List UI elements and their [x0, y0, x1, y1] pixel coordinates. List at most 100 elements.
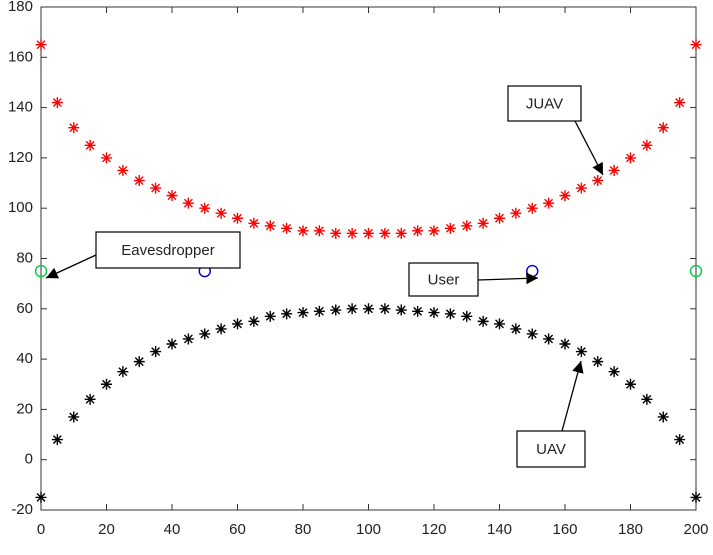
point: [297, 307, 309, 319]
point: [395, 227, 407, 239]
point: [133, 356, 145, 368]
annotation-box: [95, 231, 241, 269]
point: [526, 202, 538, 214]
point: [461, 220, 473, 232]
y-tick-label: 160: [8, 48, 33, 65]
point: [592, 175, 604, 187]
point: [641, 139, 653, 151]
point: [689, 264, 703, 278]
point: [182, 333, 194, 345]
point: [559, 190, 571, 202]
point: [264, 220, 276, 232]
y-tick-label: 60: [16, 300, 33, 317]
point: [592, 356, 604, 368]
point: [412, 225, 424, 237]
point: [150, 182, 162, 194]
point: [526, 328, 538, 340]
annotation-arrow: [477, 272, 539, 285]
point: [84, 393, 96, 405]
point: [101, 152, 112, 164]
x-tick-label: 200: [683, 521, 708, 538]
point: [150, 346, 162, 358]
point: [182, 197, 194, 209]
point: [674, 434, 686, 446]
y-tick-label: 120: [8, 149, 33, 166]
point: [117, 164, 129, 176]
x-tick-label: 20: [98, 521, 115, 538]
point: [248, 315, 260, 327]
point: [428, 225, 440, 237]
point: [625, 152, 636, 164]
point: [199, 202, 211, 214]
point: [330, 304, 342, 316]
x-tick-label: 100: [356, 521, 381, 538]
point: [559, 338, 571, 350]
x-tick-label: 120: [421, 521, 446, 538]
point: [444, 308, 456, 320]
point: [608, 164, 620, 176]
y-tick-label: 140: [8, 99, 33, 116]
point: [690, 39, 702, 51]
point: [494, 212, 505, 224]
point: [690, 491, 702, 503]
point: [101, 378, 112, 390]
point: [232, 318, 243, 330]
point: [199, 328, 211, 340]
point: [281, 222, 293, 234]
annotation-text: Eavesdropper: [121, 242, 214, 259]
point: [35, 491, 47, 503]
x-tick-label: 40: [164, 521, 181, 538]
y-tick-label: 180: [8, 0, 33, 15]
point: [608, 366, 620, 378]
x-tick-label: 160: [552, 521, 577, 538]
y-tick-label: 0: [25, 451, 33, 468]
point: [461, 310, 473, 322]
point: [297, 225, 309, 237]
point: [68, 411, 80, 423]
point: [674, 97, 686, 109]
point: [51, 97, 63, 109]
point: [117, 366, 129, 378]
annotation-text: JUAV: [526, 95, 563, 112]
point: [363, 227, 374, 239]
annotation-arrow: [561, 360, 584, 432]
point: [133, 175, 145, 187]
point: [412, 305, 424, 317]
point: [68, 122, 80, 134]
point: [657, 122, 669, 134]
point: [543, 197, 555, 209]
annotation-text: User: [428, 271, 460, 288]
point: [346, 303, 358, 315]
annotation-box: [516, 430, 586, 468]
x-tick-label: 60: [229, 521, 246, 538]
y-tick-label: 20: [16, 400, 33, 417]
point: [543, 333, 555, 345]
y-tick-label: -20: [11, 501, 33, 518]
point: [313, 305, 325, 317]
point: [330, 227, 342, 239]
annotation-arrow: [45, 254, 97, 279]
point: [657, 411, 669, 423]
point: [248, 217, 260, 229]
x-tick-label: 80: [295, 521, 312, 538]
point: [428, 307, 440, 319]
annotation-arrow: [574, 120, 604, 176]
annotation-box: [408, 262, 479, 297]
point: [395, 304, 407, 316]
point: [477, 217, 489, 229]
x-tick-label: 180: [618, 521, 643, 538]
point: [346, 227, 358, 239]
point: [166, 338, 178, 350]
point: [51, 434, 63, 446]
point: [281, 308, 293, 320]
point: [264, 310, 276, 322]
point: [510, 207, 522, 219]
point: [510, 323, 522, 335]
annotation-box: [507, 85, 582, 122]
point: [232, 212, 243, 224]
point: [494, 318, 505, 330]
point: [35, 39, 47, 51]
point: [575, 346, 587, 358]
point: [215, 207, 227, 219]
